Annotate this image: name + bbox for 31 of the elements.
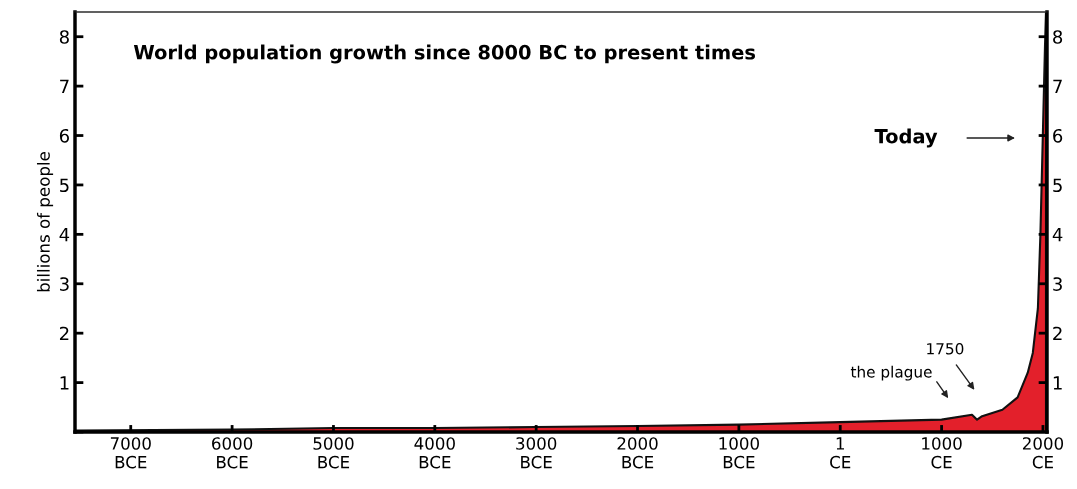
x-tick-label: 3000 BCE	[516, 437, 557, 469]
y-tick-label: 2	[59, 326, 69, 341]
y2-tick-label: 5	[1053, 178, 1062, 193]
x-tick-label: 1000 BCE	[719, 437, 759, 469]
y2-tick-label: 2	[1053, 326, 1062, 341]
text: World population growth since 8000 BC to present times	[133, 44, 756, 64]
annotation: the plague	[850, 365, 932, 381]
y-tick-label: 5	[60, 178, 69, 193]
x-tick-label: 2000 BCE	[617, 437, 658, 469]
x-tick-label: 1000 CE	[922, 437, 962, 469]
x-tick-label: 7000 BCE	[110, 437, 151, 469]
y-tick-label: 6	[59, 128, 69, 143]
annotation: 1750	[927, 342, 964, 355]
y-tick-label: 3	[60, 277, 69, 291]
annotation: Today	[874, 128, 938, 148]
y2-tick-label: 7	[1053, 79, 1062, 93]
x-tick-label: 1 CE	[830, 437, 851, 469]
y2-tick-label: 3	[1053, 277, 1062, 291]
x-tick-label: 2000 CE	[1022, 437, 1064, 469]
y2-tick-label: 6	[1053, 128, 1063, 143]
y-tick-label: 4	[59, 228, 70, 242]
y-axis-title: billions of people	[36, 152, 54, 292]
x-tick-label: 5000 BCE	[313, 437, 354, 469]
y2-tick-label: 1	[1053, 376, 1062, 390]
x-tick-label: 6000 BCE	[212, 437, 253, 469]
x-tick-label: 4000 BCE	[414, 437, 455, 469]
y-tick-label: 7	[60, 79, 69, 93]
y-tick-label: 1	[60, 376, 69, 390]
y2-tick-label: 8	[1053, 30, 1063, 44]
y2-tick-label: 4	[1052, 228, 1063, 242]
y-tick-label: 8	[59, 30, 69, 44]
